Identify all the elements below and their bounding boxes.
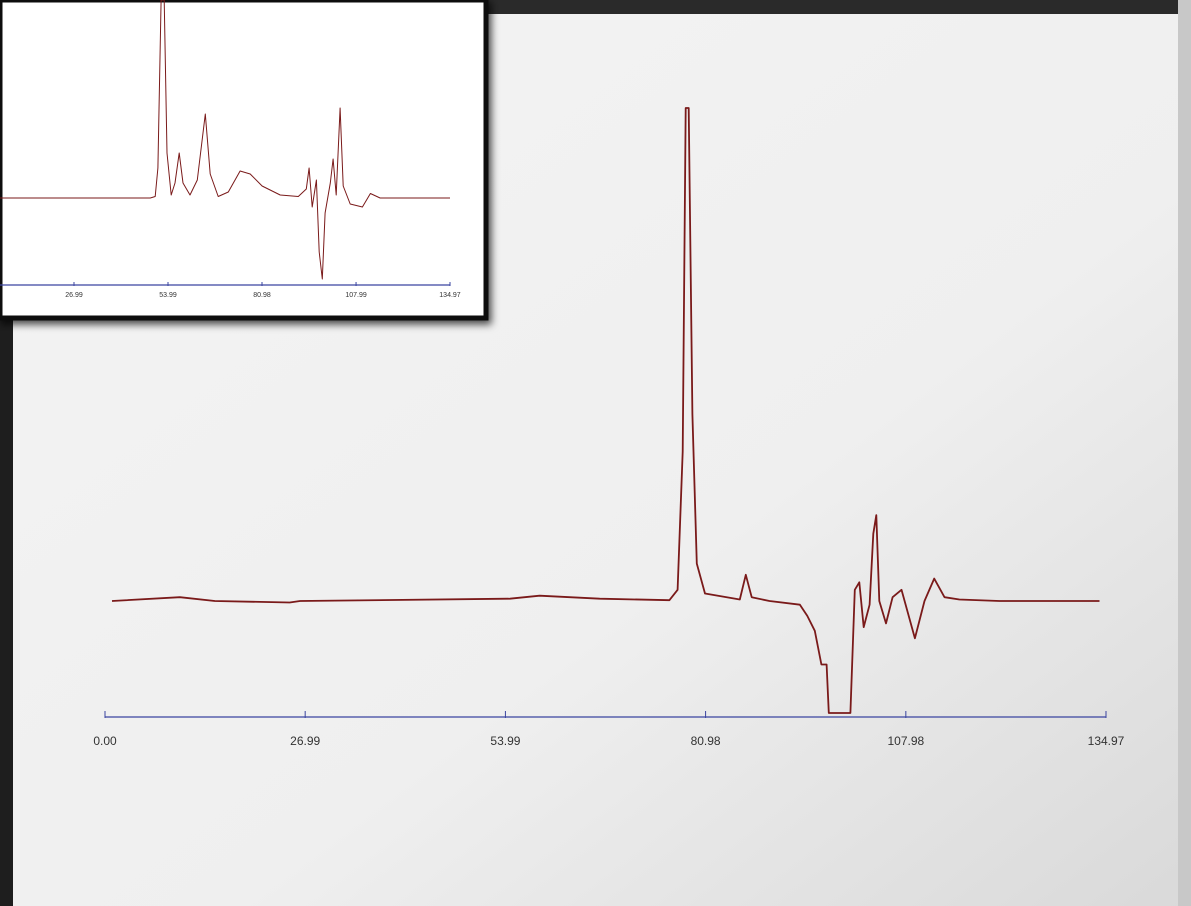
- right-edge: [1178, 0, 1191, 906]
- x-tick-label: 80.98: [253, 292, 271, 299]
- x-tick-label: 26.99: [290, 734, 320, 748]
- x-tick-label: 134.97: [1088, 734, 1125, 748]
- data-line: [111, 107, 1100, 714]
- x-tick-label: 0.00: [93, 734, 117, 748]
- data-line: [0, 0, 450, 280]
- x-tick-label: 107.98: [887, 734, 924, 748]
- inset-chart: 26.99 53.99 80.98 107.99 134.97: [0, 0, 461, 299]
- main-chart: 0.00 26.99 53.99 80.98 107.98 134.97: [93, 107, 1125, 748]
- inset-frame: [0, 0, 489, 321]
- x-tick-label: 53.99: [159, 292, 177, 299]
- x-tick-label: 107.99: [345, 292, 367, 299]
- x-tick-label: 134.97: [439, 292, 461, 299]
- x-tick-label: 26.99: [65, 292, 83, 299]
- inset-panel: [0, 0, 489, 321]
- x-tick-label: 80.98: [691, 734, 721, 748]
- x-tick-label: 53.99: [490, 734, 520, 748]
